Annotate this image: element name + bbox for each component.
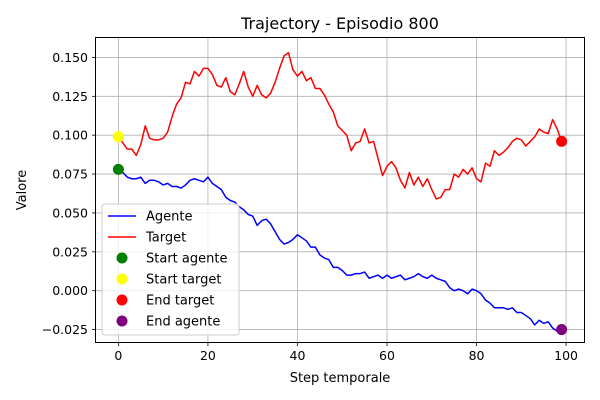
legend-swatch	[116, 294, 128, 306]
legend-label: Start agente	[146, 252, 227, 267]
x-tick-label: 40	[290, 348, 306, 363]
legend-label: Agente	[146, 210, 192, 225]
marker-end-target	[556, 135, 568, 147]
marker-start-agente	[112, 163, 124, 175]
legend-label: End target	[146, 294, 214, 309]
marker-layer	[112, 131, 568, 336]
y-tick-label: 0.050	[52, 205, 88, 220]
chart-title: Trajectory - Episodio 800	[240, 14, 439, 33]
legend-swatch	[116, 273, 128, 285]
plot-frame	[95, 37, 585, 343]
y-axis: −0.025 0.000 0.025 0.050 0.075 0.100 0.125 0.15…	[42, 50, 96, 337]
y-tick-label: 0.100	[52, 128, 88, 143]
series-layer	[117, 52, 567, 332]
x-tick-label: 60	[379, 348, 395, 363]
legend-box	[101, 203, 240, 336]
y-axis-label: Valore	[15, 170, 30, 210]
series-line-target	[117, 52, 567, 200]
legend-swatch	[116, 315, 128, 327]
y-tick-label: 0.075	[52, 167, 88, 182]
y-tick-label: 0.025	[52, 244, 88, 259]
legend-swatch	[116, 252, 128, 264]
marker-end-agente	[556, 324, 568, 336]
x-tick-label: 20	[200, 348, 216, 363]
y-tick-label: 0.125	[52, 89, 88, 104]
series-line-agente	[117, 168, 562, 332]
grid	[96, 38, 584, 342]
x-tick-label: 80	[469, 348, 485, 363]
x-axis: 0 20 40 60 80 100	[114, 342, 578, 363]
legend: Agente Target Start agente Start target End …	[101, 203, 240, 336]
legend-label: End agente	[146, 315, 220, 330]
y-tick-label: 0.000	[52, 283, 88, 298]
x-axis-label: Step temporale	[290, 371, 391, 386]
y-tick-label: −0.025	[42, 322, 88, 337]
y-tick-label: 0.150	[52, 50, 88, 65]
legend-label: Start target	[146, 273, 221, 288]
legend-label: Target	[145, 231, 186, 246]
x-tick-label: 0	[114, 348, 122, 363]
marker-start-target	[112, 131, 124, 143]
x-tick-label: 100	[554, 348, 578, 363]
